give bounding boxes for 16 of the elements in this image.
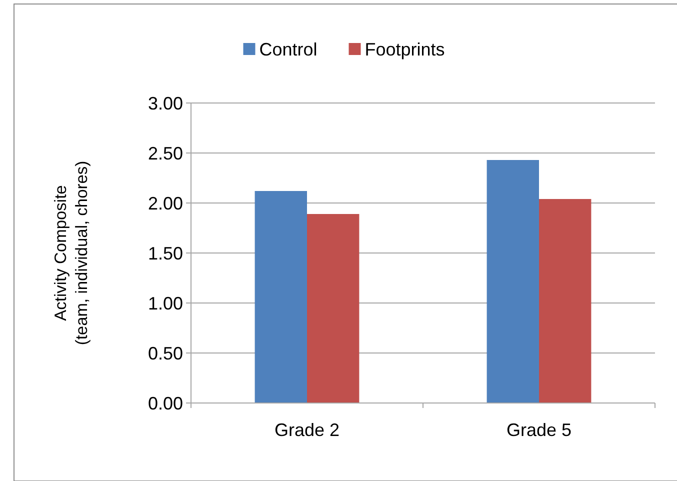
- y-tick-label: 2.50: [148, 143, 183, 164]
- x-tick-label: Grade 2: [274, 420, 340, 440]
- y-tick-label: 1.00: [148, 293, 183, 314]
- y-tick-label: 0.50: [148, 343, 183, 364]
- legend-label: Footprints: [364, 39, 445, 60]
- y-tick-label: 0.00: [148, 393, 183, 414]
- bar: [539, 199, 592, 403]
- y-axis-title: Activity Composite (team, individual, chores): [52, 160, 91, 346]
- bar: [307, 214, 360, 403]
- y-tick-label: 1.50: [148, 243, 183, 264]
- x-tick-label: Grade 5: [506, 420, 572, 440]
- y-tick-label: 3.00: [148, 93, 183, 114]
- bar: [254, 191, 307, 403]
- y-tick-label: 2.00: [148, 193, 183, 214]
- bar: [486, 160, 539, 403]
- legend-label: Control: [259, 39, 318, 60]
